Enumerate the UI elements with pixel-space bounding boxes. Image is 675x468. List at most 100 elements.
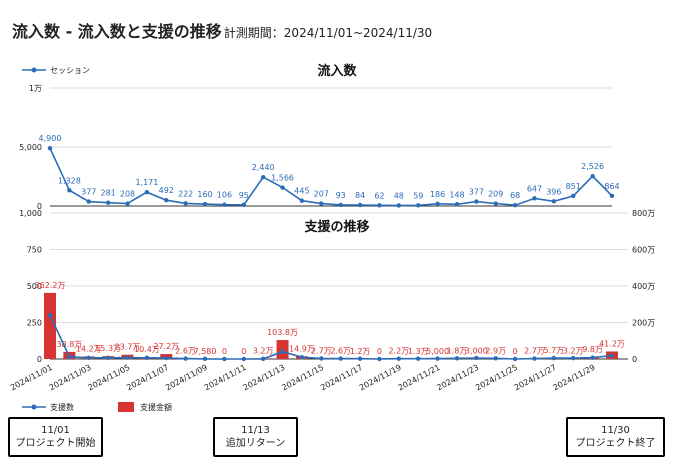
chart2-bar xyxy=(44,292,56,359)
chart2-point xyxy=(222,356,227,362)
chart1-point xyxy=(202,201,208,207)
chart2-bar-label: 2.2万 xyxy=(388,347,409,356)
page-title: 流入数 - 流入数と支援の推移 xyxy=(12,22,222,41)
note-project-end: 11/30 プロジェクト終了 xyxy=(566,417,665,457)
chart2-legend-bar-swatch xyxy=(118,402,134,412)
chart1-point xyxy=(183,201,188,206)
chart2-bar-label: 10.4万 xyxy=(134,345,160,354)
chart1-data-label: 377 xyxy=(469,188,484,197)
chart2-x-tick: 2024/11/19 xyxy=(358,363,403,393)
chart1-point xyxy=(280,185,285,190)
note-additional-return: 11/13 追加リターン xyxy=(213,417,298,457)
chart2-point xyxy=(105,355,111,361)
chart2-point xyxy=(377,356,382,362)
chart1-data-label: 396 xyxy=(546,187,561,196)
chart2-point xyxy=(512,356,518,362)
chart2-bar-label: 7,580 xyxy=(194,347,217,356)
chart2-point xyxy=(435,356,440,361)
chart2-left-tick: 0 xyxy=(37,355,42,364)
chart1-data-label: 95 xyxy=(239,191,249,200)
chart2-bar-label: 0 xyxy=(513,347,518,356)
chart2-bar-label: 1.2万 xyxy=(350,347,371,356)
chart2-bar-label: 2.7万 xyxy=(311,347,332,356)
chart2-left-tick: 1,000 xyxy=(19,209,42,218)
chart1-series-line xyxy=(49,147,613,207)
chart1-point xyxy=(319,201,324,206)
chart1-title: 流入数 xyxy=(317,63,357,79)
chart1-y-tick: 0 xyxy=(37,202,42,211)
chart2-x-tick: 2024/11/05 xyxy=(87,363,132,393)
chart2-bar-label: 41.2万 xyxy=(599,339,625,348)
chart2-x-tick: 2024/11/03 xyxy=(48,363,93,393)
chart2-x-tick: 2024/11/25 xyxy=(474,363,519,393)
chart1-data-label: 48 xyxy=(394,191,404,200)
chart1-point xyxy=(357,202,363,208)
chart2-x-tick: 2024/11/17 xyxy=(319,363,364,393)
chart2-left-tick: 250 xyxy=(27,319,42,328)
chart2-point xyxy=(338,356,343,361)
chart2-bar-label: 5.7万 xyxy=(543,346,564,355)
chart1-data-label: 207 xyxy=(314,190,329,199)
chart2-bar-label: 14.2万 xyxy=(76,344,102,353)
chart2-bar-label: 0 xyxy=(377,347,382,356)
chart1-point xyxy=(609,193,615,199)
chart2-point xyxy=(319,356,324,361)
chart1-point xyxy=(67,188,72,193)
chart1-point xyxy=(86,199,91,204)
chart2-x-tick: 2024/11/13 xyxy=(242,363,287,393)
chart1-point xyxy=(377,203,382,208)
note-return-date: 11/13 xyxy=(241,425,270,436)
chart1-data-label: 2,440 xyxy=(252,163,275,172)
chart2-bar-label: 0 xyxy=(222,347,227,356)
chart1-data-label: 148 xyxy=(449,190,464,199)
chart1-data-label: 1,328 xyxy=(58,176,81,185)
chart1-point xyxy=(164,197,169,203)
chart1-data-label: 186 xyxy=(430,190,445,199)
chart1-point xyxy=(105,200,111,205)
chart2-point xyxy=(260,356,266,362)
note-return-text: 追加リターン xyxy=(225,438,286,449)
note-start-date: 11/01 xyxy=(41,425,70,436)
chart2-x-tick: 2024/11/09 xyxy=(164,363,209,393)
chart1-data-label: 851 xyxy=(566,182,581,191)
chart1-data-label: 4,900 xyxy=(39,134,62,143)
chart1-point xyxy=(532,196,537,201)
chart1-data-label: 93 xyxy=(336,191,346,200)
chart1-data-label: 62 xyxy=(374,191,384,200)
chart2-bar-label: 23.7万 xyxy=(115,343,141,352)
chart1-data-label: 2,526 xyxy=(581,162,604,171)
chart2-x-tick: 2024/11/15 xyxy=(280,363,325,393)
chart2-x-tick: 2024/11/29 xyxy=(552,363,597,393)
chart2-point xyxy=(144,355,150,361)
chart2-x-tick: 2024/11/21 xyxy=(397,363,442,393)
chart1-data-label: 160 xyxy=(197,190,212,199)
chart1-data-label: 68 xyxy=(510,191,520,200)
chart2-bar-label: 38.8万 xyxy=(56,340,82,349)
chart1-point xyxy=(47,145,53,151)
chart1-point xyxy=(454,202,460,207)
chart1-point xyxy=(241,202,246,208)
chart2-point xyxy=(86,355,91,361)
chart2-bar-label: 14.9万 xyxy=(289,344,315,353)
chart2-point xyxy=(299,355,305,360)
chart1-point xyxy=(493,201,498,206)
chart2-point xyxy=(454,356,460,361)
chart2-point xyxy=(183,356,188,361)
chart2-right-tick: 800万 xyxy=(632,209,655,218)
note-start-text: プロジェクト開始 xyxy=(15,438,96,449)
chart2-point xyxy=(551,355,557,361)
chart2-x-tick: 2024/11/23 xyxy=(435,363,480,393)
chart2-bar-label: 2.6万 xyxy=(175,347,196,356)
chart2-bar-label: 1.8万 xyxy=(447,347,468,356)
chart1-point xyxy=(144,189,150,195)
chart2-bar-label: 3.2万 xyxy=(253,346,274,355)
chart2-title: 支援の推移 xyxy=(303,219,369,235)
chart2-bar-label: 15.3万 xyxy=(95,344,121,353)
chart2-bar-label: 0 xyxy=(241,347,246,356)
chart2-bar-label: 2.9万 xyxy=(485,346,506,355)
chart2-right-tick: 600万 xyxy=(632,246,655,255)
chart1-data-label: 492 xyxy=(159,186,174,195)
chart2-bar-label: 3,000 xyxy=(465,346,488,355)
chart1-data-label: 84 xyxy=(355,191,365,200)
